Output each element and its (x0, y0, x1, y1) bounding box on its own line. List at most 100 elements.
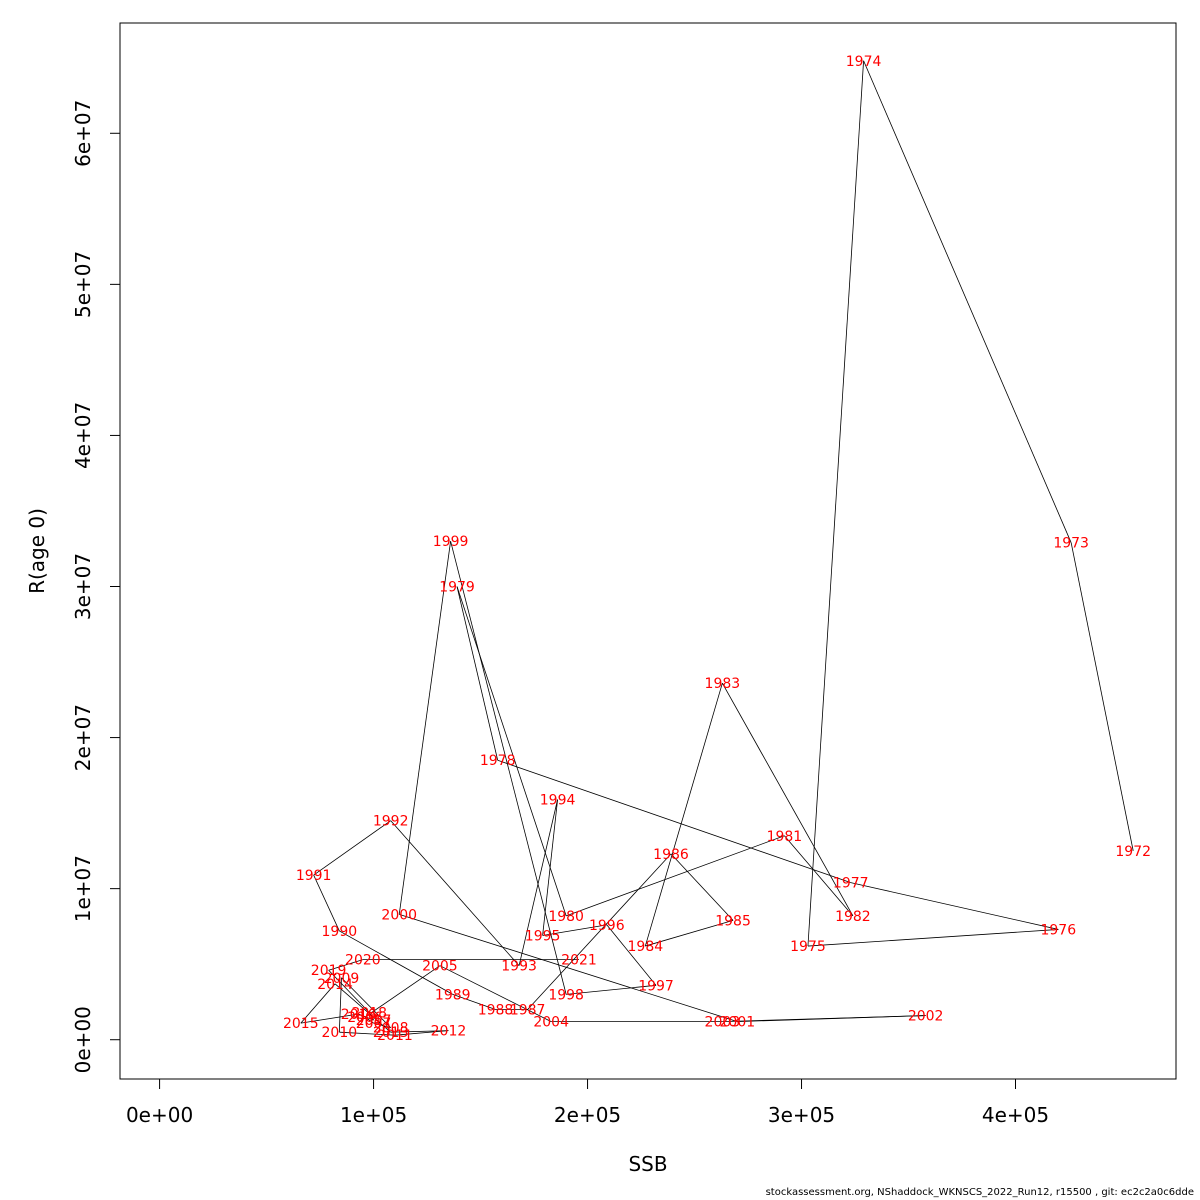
trajectory-segment (390, 820, 520, 966)
y-tick-label: 1e+07 (71, 855, 95, 922)
trajectory-segment (399, 913, 738, 1022)
point-label-2017: 2017 (356, 1013, 392, 1029)
trajectory-segment (334, 983, 391, 1033)
trajectory-segment (807, 929, 1059, 947)
point-label-1997: 1997 (638, 978, 674, 994)
point-label-2002: 2002 (908, 1009, 944, 1025)
point-label-1986: 1986 (653, 847, 689, 863)
y-tick-label: 0e+00 (71, 1006, 95, 1073)
point-label-2006: 2006 (347, 1010, 383, 1026)
point-label-2001: 2001 (720, 1015, 756, 1031)
trajectory-segment (784, 835, 854, 917)
trajectory-segment (645, 919, 734, 947)
point-label-2012: 2012 (431, 1024, 467, 1040)
trajectory-segment (722, 1015, 926, 1022)
trajectory-segment (722, 682, 854, 917)
trajectory-segment (1070, 542, 1134, 851)
trajectory-segment (373, 1022, 391, 1029)
trajectory-segment (338, 977, 342, 1033)
point-label-1984: 1984 (628, 939, 664, 955)
point-label-1974: 1974 (846, 54, 882, 70)
point-label-2019: 2019 (311, 963, 347, 979)
point-label-2009: 2009 (324, 971, 360, 987)
point-label-1988: 1988 (478, 1003, 514, 1019)
y-axis: 0e+00 1e+07 2e+07 3e+07 4e+07 5e+07 6e+07 (71, 100, 121, 1073)
point-label-1999: 1999 (433, 534, 469, 550)
point-label-1991: 1991 (296, 868, 332, 884)
trajectory-segment (527, 853, 672, 1010)
trajectory-segment (542, 924, 607, 936)
point-label-1978: 1978 (480, 753, 516, 769)
point-label-2020: 2020 (345, 953, 381, 969)
point-label-2016: 2016 (341, 1007, 377, 1023)
trajectory-segment (341, 977, 391, 1028)
y-tick-label: 6e+07 (71, 100, 95, 167)
trajectory-segment (394, 1030, 449, 1036)
x-tick-label: 3e+05 (768, 1103, 835, 1127)
point-label-1992: 1992 (373, 814, 409, 830)
point-label-1996: 1996 (589, 918, 625, 934)
x-tick-label: 1e+05 (340, 1103, 407, 1127)
point-label-2003: 2003 (705, 1015, 741, 1031)
point-label-1975: 1975 (790, 939, 826, 955)
point-label-1994: 1994 (540, 793, 576, 809)
point-label-2005: 2005 (422, 959, 458, 975)
trajectory-segment (339, 930, 453, 995)
trajectory-segment (398, 541, 451, 915)
trajectory-segment (807, 60, 864, 947)
point-label-1990: 1990 (322, 924, 358, 940)
footer-credit: stockassessment.org, NShaddock_WKNSCS_20… (765, 1187, 1194, 1198)
point-label-1979: 1979 (439, 580, 475, 596)
point-label-1985: 1985 (715, 913, 751, 929)
point-label-1973: 1973 (1053, 536, 1089, 552)
point-label-1989: 1989 (435, 987, 471, 1003)
point-label-2000: 2000 (381, 907, 417, 923)
point-label-2021: 2021 (561, 953, 597, 969)
point-label-2007: 2007 (356, 1016, 392, 1032)
point-label-2014: 2014 (317, 977, 353, 993)
point-label-2010: 2010 (322, 1025, 358, 1041)
x-axis-label: SSB (628, 1152, 667, 1176)
year-labels: 1972 1973 1974 1975 1976 1977 1978 1979 1980 1981… (283, 54, 1151, 1044)
trajectory-segment (439, 965, 552, 1022)
trajectory-segment (850, 882, 1059, 930)
trajectory-segment (452, 994, 496, 1010)
point-label-1981: 1981 (767, 829, 803, 845)
trajectory-segment (644, 683, 723, 947)
trajectory-segment (566, 984, 657, 995)
trajectory-segment (358, 1013, 374, 1021)
trajectory-segment (300, 983, 336, 1024)
point-label-1972: 1972 (1115, 844, 1151, 860)
point-label-1998: 1998 (548, 987, 584, 1003)
point-label-2018: 2018 (351, 1006, 387, 1022)
trajectory-segment (339, 1031, 395, 1036)
x-tick-label: 4e+05 (982, 1103, 1049, 1127)
trajectory-segment (606, 924, 657, 986)
point-label-2008: 2008 (373, 1021, 409, 1037)
trajectory-segment (863, 60, 1072, 543)
y-tick-label: 3e+07 (71, 553, 95, 620)
trajectory-segment (313, 820, 391, 876)
trajectory-segment (368, 1012, 374, 1021)
y-tick-label: 4e+07 (71, 402, 95, 469)
y-axis-label: R(age 0) (25, 508, 49, 594)
point-label-2015: 2015 (283, 1016, 319, 1032)
point-label-1993: 1993 (501, 959, 537, 975)
x-axis: 0e+00 1e+05 2e+05 3e+05 4e+05 (126, 1078, 1049, 1127)
trajectory-segment (518, 799, 558, 966)
x-tick-label: 2e+05 (554, 1103, 621, 1127)
trajectory-segment (456, 586, 567, 916)
trajectory-segment (450, 541, 567, 995)
trajectory-segment (300, 1013, 359, 1024)
y-tick-label: 5e+07 (71, 251, 95, 318)
point-label-1976: 1976 (1040, 922, 1076, 938)
trajectory-lines (300, 60, 1134, 1036)
point-label-2013: 2013 (373, 1025, 409, 1041)
trajectory-segment (364, 965, 441, 1018)
point-label-2004: 2004 (533, 1015, 569, 1031)
point-label-1983: 1983 (705, 676, 741, 692)
point-label-2011: 2011 (377, 1028, 413, 1044)
point-label-1977: 1977 (833, 876, 869, 892)
point-label-1980: 1980 (548, 909, 584, 925)
